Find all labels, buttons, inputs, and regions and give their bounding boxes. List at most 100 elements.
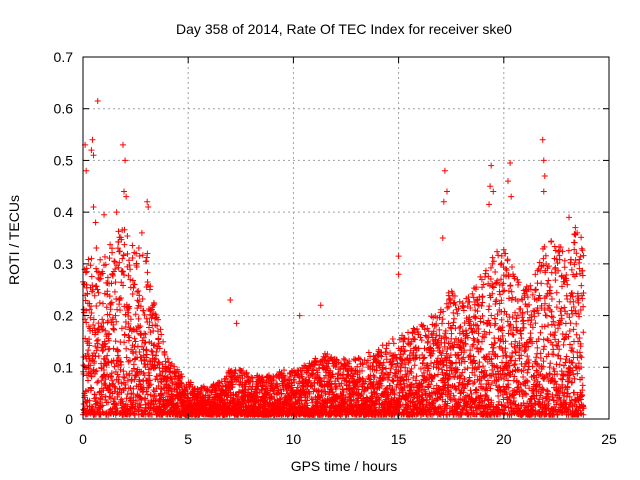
data-point: [104, 279, 111, 286]
data-point: [401, 335, 408, 342]
data-point: [135, 298, 142, 305]
data-point: [108, 370, 115, 377]
data-point: [479, 293, 486, 300]
data-point: [500, 288, 506, 295]
data-point: [129, 254, 136, 261]
data-point: [96, 299, 103, 306]
data-point: [240, 368, 247, 375]
data-point: [121, 339, 128, 346]
data-point: [84, 291, 91, 298]
data-point: [111, 388, 118, 395]
data-point: [157, 372, 164, 379]
data-point: [108, 374, 115, 381]
data-point: [461, 366, 468, 373]
data-point: [501, 287, 508, 294]
data-point: [172, 373, 179, 380]
data-point: [130, 284, 137, 291]
data-point: [118, 325, 125, 332]
data-point: [111, 258, 118, 265]
data-point: [161, 351, 168, 358]
data-point: [513, 315, 520, 322]
data-point: [120, 252, 127, 259]
data-point: [115, 354, 122, 361]
data-point: [459, 369, 466, 376]
data-point: [496, 343, 503, 350]
data-point: [115, 238, 122, 245]
data-point: [97, 323, 104, 330]
data-point: [94, 379, 101, 386]
data-point: [155, 335, 162, 342]
data-point: [147, 405, 154, 412]
data-point: [154, 322, 161, 329]
data-point: [131, 335, 138, 342]
data-point: [238, 372, 245, 379]
data-point: [100, 319, 107, 326]
data-point: [533, 360, 540, 367]
data-point: [243, 369, 250, 376]
data-point: [147, 381, 154, 388]
data-point: [131, 281, 138, 288]
data-point: [91, 358, 98, 365]
data-point: [146, 319, 153, 326]
data-point: [88, 303, 95, 310]
data-point: [142, 395, 149, 402]
data-point: [187, 379, 194, 386]
data-point: [93, 337, 100, 344]
data-point: [99, 270, 106, 277]
data-point: [541, 343, 548, 350]
data-point: [120, 271, 127, 278]
data-point: [550, 346, 557, 353]
data-point: [537, 329, 544, 336]
data-point: [489, 254, 496, 261]
data-point: [115, 264, 122, 271]
data-point: [95, 289, 102, 296]
data-point: [221, 378, 228, 385]
data-point: [137, 401, 144, 408]
data-point: [99, 408, 106, 415]
data-point: [548, 321, 555, 328]
data-point: [390, 378, 397, 385]
data-point: [116, 248, 123, 255]
data-point: [136, 253, 143, 260]
data-point: [156, 345, 163, 352]
data-point: [103, 304, 110, 311]
data-point: [150, 342, 157, 349]
data-point: [130, 385, 137, 392]
data-point: [112, 384, 119, 391]
data-point: [87, 362, 94, 369]
data-point: [90, 316, 97, 323]
data-point: [151, 301, 158, 308]
data-point: [118, 279, 125, 286]
data-point: [548, 238, 555, 245]
data-point: [144, 391, 151, 398]
data-point: [164, 377, 171, 384]
data-point: [178, 380, 185, 387]
data-point: [146, 382, 153, 389]
data-point: [130, 350, 137, 357]
data-point: [137, 303, 144, 310]
data-point: [106, 311, 113, 318]
data-point: [114, 389, 121, 396]
data-point: [136, 349, 143, 356]
data-point: [129, 277, 136, 284]
data-point: [171, 363, 178, 370]
data-point: [169, 379, 176, 386]
data-point: [129, 242, 136, 249]
chart-title: Day 358 of 2014, Rate Of TEC Index for r…: [176, 21, 512, 37]
data-point: [151, 341, 158, 348]
data-point: [532, 286, 539, 293]
data-point: [134, 305, 141, 312]
data-point: [104, 274, 111, 281]
data-point: [148, 315, 155, 322]
data-point: [125, 320, 132, 327]
data-point: [95, 320, 102, 327]
data-point: [135, 287, 142, 294]
data-point: [127, 325, 134, 332]
data-point: [155, 316, 162, 323]
data-point: [100, 346, 107, 353]
data-point: [87, 314, 94, 321]
data-point: [487, 264, 494, 271]
data-point: [112, 265, 119, 272]
data-point: [111, 326, 118, 333]
